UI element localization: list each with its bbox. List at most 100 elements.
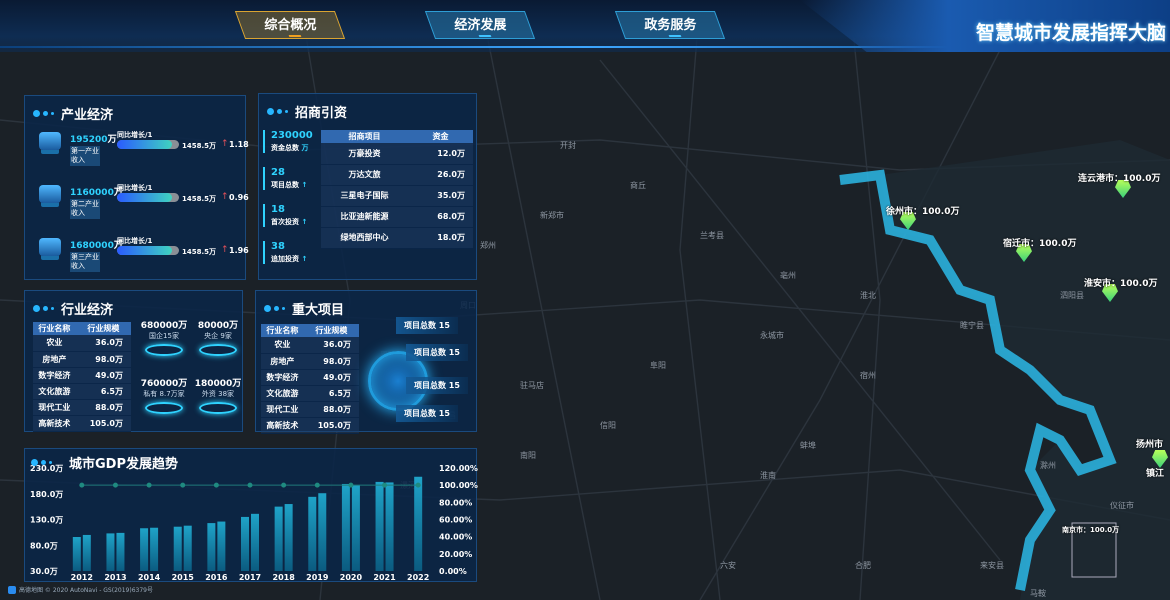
map-marker-xuzhou[interactable]: 徐州市：100.0万: [886, 199, 959, 218]
x-tick: 2021: [373, 573, 396, 582]
bar-value: 1458.5万: [182, 142, 217, 150]
cell-name: 农业: [261, 337, 304, 354]
gdp-bar[interactable]: [341, 483, 350, 571]
cell-name: 现代工业: [33, 399, 76, 416]
x-tick: 2017: [239, 573, 261, 582]
table-row[interactable]: 比亚迪新能源 68.0万: [321, 206, 473, 228]
growth-point[interactable]: [79, 482, 85, 488]
arrow-up-icon: ↑: [221, 139, 229, 149]
map-place-label: 驻马店: [520, 381, 544, 390]
gdp-bar[interactable]: [414, 476, 423, 571]
project-count-badge[interactable]: 项目总数 15: [396, 317, 458, 334]
growth-point[interactable]: [314, 482, 320, 488]
table-row[interactable]: 文化旅游 6.5万: [33, 383, 131, 400]
growth-point[interactable]: [180, 482, 186, 488]
table-row[interactable]: 现代工业 88.0万: [33, 399, 131, 416]
delta-value: 1.96: [229, 246, 249, 255]
industry-row: 1160000万 第二产业收入 同比增长/1 1458.5万 ↑ 0.96: [25, 181, 249, 229]
cell-name: 高新技术: [33, 415, 76, 432]
cell-value: 49.0万: [75, 367, 131, 384]
investment-stat: 230000 资金总数 万: [263, 130, 313, 153]
gdp-bar[interactable]: [351, 484, 360, 571]
project-count-badge[interactable]: 项目总数 15: [396, 405, 458, 422]
table-row[interactable]: 高新技术 105.0万: [261, 417, 359, 434]
table-row[interactable]: 数字经济 49.0万: [261, 369, 359, 386]
growth-point[interactable]: [112, 482, 118, 488]
gdp-bar[interactable]: [274, 506, 283, 571]
gdp-bar[interactable]: [284, 504, 293, 571]
gdp-chart-panel: 30.0万 80.0万 130.0万 180.0万 230.0万 0.00% 20.00% 4…: [24, 448, 478, 582]
y-right-tick: 0.00%: [439, 567, 467, 576]
y-right-tick: 80.00%: [439, 498, 472, 507]
growth-point[interactable]: [382, 482, 388, 488]
cell-name: 比亚迪新能源: [321, 206, 409, 228]
table-row[interactable]: 数字经济 49.0万: [33, 367, 131, 384]
gdp-bar[interactable]: [150, 527, 159, 571]
table-row[interactable]: 高新技术 105.0万: [33, 415, 131, 432]
cell-name: 数字经济: [261, 369, 304, 386]
gdp-bar[interactable]: [173, 526, 182, 571]
y-right-tick: 120.00%: [439, 464, 478, 473]
gdp-bar[interactable]: [140, 528, 149, 571]
arrow-up-icon: ↑: [221, 192, 229, 202]
growth-point[interactable]: [146, 482, 152, 488]
map-marker-nanjing[interactable]: 南京市：100.0万: [1062, 517, 1119, 536]
table-row[interactable]: 绿地西部中心 18.0万: [321, 227, 473, 249]
map-place-label: 兰考县: [700, 231, 724, 240]
map-marker-yangzhou[interactable]: 扬州市: [1136, 432, 1163, 451]
x-tick: 2022: [407, 573, 429, 582]
table-row[interactable]: 农业 36.0万: [33, 335, 131, 352]
map-marker-lianyungang[interactable]: 连云港市：100.0万: [1078, 166, 1160, 185]
map-place-label: 马鞍: [1030, 589, 1046, 598]
gdp-bar[interactable]: [183, 525, 192, 571]
unit: 万: [107, 135, 117, 145]
income-value: 195200: [70, 135, 108, 145]
income-value: 1680000: [70, 241, 114, 251]
table-row[interactable]: 现代工业 88.0万: [261, 401, 359, 418]
gdp-bar[interactable]: [308, 496, 317, 571]
map-marker-suqian[interactable]: 宿迁市：100.0万: [1003, 231, 1076, 250]
table-row[interactable]: 房地产 98.0万: [33, 351, 131, 368]
cell-name: 万豪投资: [321, 143, 409, 165]
project-count-badge[interactable]: 项目总数 15: [406, 344, 468, 361]
tab-government[interactable]: 政务服务: [614, 11, 726, 39]
col-header: 行业名称: [33, 322, 76, 335]
table-row[interactable]: 三星电子国际 35.0万: [321, 185, 473, 207]
gdp-bar[interactable]: [318, 493, 327, 571]
tab-economy[interactable]: 经济发展: [424, 11, 536, 39]
gdp-bar[interactable]: [375, 481, 384, 571]
gdp-bar[interactable]: [241, 516, 249, 571]
gdp-bar[interactable]: [207, 523, 216, 571]
growth-label: 同比增长/1: [117, 184, 153, 192]
growth-point[interactable]: [213, 482, 219, 488]
gdp-bar-chart: 30.0万 80.0万 130.0万 180.0万 230.0万 0.00% 20.00% 4…: [30, 464, 478, 582]
map-place-label: 来安县: [980, 561, 1004, 570]
table-row[interactable]: 农业 36.0万: [261, 337, 359, 354]
gdp-bar[interactable]: [116, 532, 125, 571]
map-marker-huaian[interactable]: 淮安市：100.0万: [1084, 271, 1157, 290]
gdp-bar[interactable]: [217, 521, 226, 571]
table-row[interactable]: 文化旅游 6.5万: [261, 385, 359, 402]
growth-point[interactable]: [281, 482, 287, 488]
tab-overview[interactable]: 综合概况: [234, 11, 346, 39]
growth-point[interactable]: [348, 482, 354, 488]
table-row[interactable]: 房地产 98.0万: [261, 353, 359, 370]
map-marker-zhenjiang[interactable]: 镇江: [1146, 461, 1164, 480]
map-place-label: 阜阳: [650, 361, 666, 370]
y-right-tick: 100.00%: [439, 481, 478, 490]
gdp-bar[interactable]: [251, 513, 259, 571]
gdp-bar[interactable]: [72, 537, 81, 571]
growth-point[interactable]: [247, 482, 253, 488]
map-place-label: 亳州: [780, 271, 796, 280]
table-row[interactable]: 万豪投资 12.0万: [321, 143, 473, 165]
table-row[interactable]: 万达文旅 26.0万: [321, 164, 473, 186]
stat-label: 国企15家: [149, 332, 179, 340]
dots-icon: [33, 301, 57, 316]
gdp-bar[interactable]: [106, 533, 115, 571]
dots-icon: [267, 104, 291, 119]
growth-point[interactable]: [415, 482, 421, 488]
map-place-label: 信阳: [600, 421, 616, 430]
project-count-badge[interactable]: 项目总数 15: [406, 377, 468, 394]
gdp-bar[interactable]: [385, 482, 394, 571]
gdp-bar[interactable]: [82, 534, 91, 571]
